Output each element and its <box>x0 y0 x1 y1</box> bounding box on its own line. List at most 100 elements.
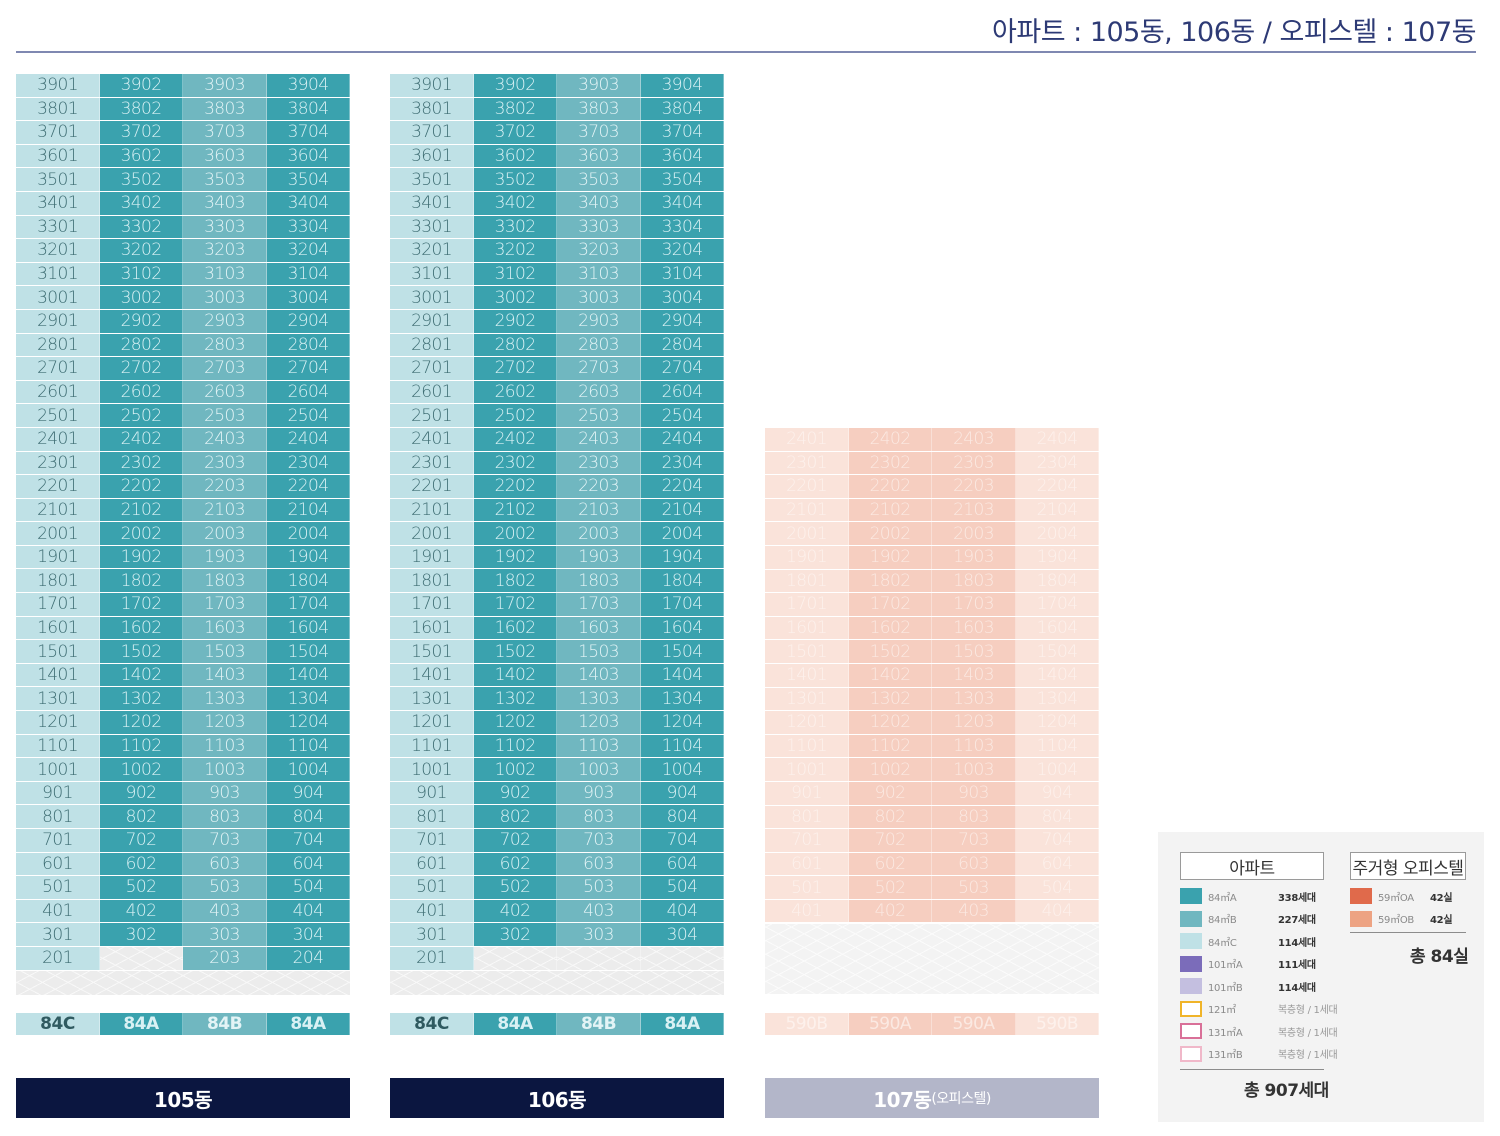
legend-swatch <box>1180 888 1202 904</box>
floor-row: 1301 1302 1303 1304 <box>390 687 724 712</box>
unit-cell: 402 <box>474 899 557 923</box>
unit-cell: 3501 <box>16 168 100 191</box>
unit-type-label: 84A <box>267 1013 350 1035</box>
floor-row: 2001 2002 2003 2004 <box>765 522 1099 546</box>
unit-cell: 804 <box>1016 805 1099 829</box>
unit-cell: 1804 <box>641 569 724 593</box>
floor-row: 801 802 803 804 <box>390 805 724 829</box>
unit-cell: 1303 <box>557 687 641 711</box>
floor-row: 2501 2502 2503 2504 <box>16 404 350 428</box>
floor-row: 2001 2002 2003 2004 <box>390 522 724 546</box>
unit-cell: 3201 <box>16 239 100 262</box>
unit-cell: 1204 <box>267 711 350 734</box>
unit-type-label: 84A <box>100 1013 183 1035</box>
floor-row: 3801 3802 3803 3804 <box>16 97 350 122</box>
unit-cell: 3102 <box>100 262 183 286</box>
unit-cell: 1201 <box>765 711 849 734</box>
unit-cell: 1804 <box>267 569 350 593</box>
unit-cell: 2301 <box>16 451 100 475</box>
legend-swatch <box>1180 1023 1202 1039</box>
floor-row: 3001 3002 3003 3004 <box>390 286 724 310</box>
unit-cell: 1503 <box>557 640 641 663</box>
unit-cell: 2604 <box>267 380 350 404</box>
unit-cell: 2304 <box>1016 451 1099 475</box>
unit-cell: 2301 <box>765 451 849 475</box>
floor-row: 501 502 503 504 <box>765 876 1099 900</box>
unit-cell: 1304 <box>267 687 350 711</box>
unit-cell: 2902 <box>474 309 557 333</box>
floor-row: 2201 2202 2203 2204 <box>390 475 724 499</box>
unit-grid-106: 3901 3902 3903 3904 3801 3802 3803 3804 3701 3702… <box>390 74 724 995</box>
unit-cell: 1102 <box>100 734 183 758</box>
building-label-106: 106동 <box>390 1078 724 1118</box>
unit-cell: 601 <box>390 852 474 876</box>
unit-cell: 1604 <box>267 616 350 640</box>
unit-cell: 2701 <box>390 357 474 380</box>
building-label-107-sub: (오피스텔) <box>931 1091 991 1107</box>
floor-row: 3501 3502 3503 3504 <box>390 168 724 192</box>
legend-item: 84㎡B 227세대 <box>1180 910 1316 927</box>
floor-row: 2701 2702 2703 2704 <box>16 357 350 381</box>
unit-cell: 601 <box>765 852 849 876</box>
legend-item: 101㎡A 111세대 <box>1180 955 1316 972</box>
unit-cell: 2004 <box>641 522 724 545</box>
unit-cell: 703 <box>183 829 267 852</box>
unit-cell: 702 <box>474 829 557 852</box>
unit-cell: 2203 <box>557 475 641 498</box>
legend-swatch <box>1180 1000 1202 1017</box>
unit-cell: 803 <box>183 805 267 828</box>
unit-cell: 1801 <box>16 569 100 593</box>
unit-cell: 1302 <box>100 687 183 711</box>
unit-cell: 2101 <box>390 498 474 522</box>
floor-row: 1201 1202 1203 1204 <box>765 711 1099 735</box>
unit-cell: 2101 <box>765 498 849 522</box>
header-divider <box>16 51 1476 53</box>
unit-cell: 3402 <box>474 191 557 215</box>
legend-item: 59㎡OB 42실 <box>1350 910 1453 927</box>
floor-row: 1501 1502 1503 1504 <box>390 640 724 664</box>
legend-label: 84㎡C <box>1208 937 1237 949</box>
unit-cell: 3402 <box>100 191 183 215</box>
unit-cell: 1502 <box>474 640 557 663</box>
unit-cell: 1403 <box>183 663 267 687</box>
unit-cell: 3104 <box>641 262 724 286</box>
legend-swatch <box>1180 955 1202 972</box>
unit-cell: 2403 <box>557 427 641 451</box>
unit-cell: 401 <box>16 899 100 923</box>
floor-row: 601 602 603 604 <box>16 852 350 877</box>
unit-cell: 3101 <box>16 262 100 286</box>
unit-cell: 2203 <box>183 475 267 498</box>
unit-cell: 2403 <box>183 427 267 451</box>
floor-row: 301 302 303 304 <box>16 923 350 947</box>
unit-cell: 2104 <box>1016 498 1099 522</box>
legend-item: 131㎡A 복층형 / 1세대 <box>1180 1023 1338 1039</box>
unit-cell: 1903 <box>183 545 267 569</box>
unit-cell: 2102 <box>100 498 183 522</box>
unit-cell: 3301 <box>390 215 474 239</box>
floor-row: 2101 2102 2103 2104 <box>16 498 350 523</box>
legend-swatch <box>1350 910 1372 927</box>
unit-cell: 3704 <box>641 121 724 144</box>
unit-cell: 803 <box>557 805 641 828</box>
unit-cell: 1603 <box>557 616 641 640</box>
floor-row: 701 702 703 704 <box>16 829 350 853</box>
unit-cell: 1504 <box>1016 640 1099 663</box>
legend-apt-rule <box>1180 1069 1324 1070</box>
unit-cell: 3002 <box>100 286 183 309</box>
unit-cell: 2302 <box>474 451 557 475</box>
unit-cell: 1403 <box>557 663 641 687</box>
unit-cell: 1202 <box>100 711 183 734</box>
unit-cell: 902 <box>849 781 932 805</box>
unit-cell: 2404 <box>641 427 724 451</box>
unit-cell: 1802 <box>849 569 932 593</box>
floor-row: 701 702 703 704 <box>765 829 1099 853</box>
unit-cell: 3703 <box>183 121 267 144</box>
building-107: 2401 2402 2403 2404 2301 2302 2303 2304 2201 2202… <box>765 428 1099 1035</box>
unit-cell: 1802 <box>474 569 557 593</box>
unit-cell: 902 <box>474 781 557 805</box>
unit-cell: 1702 <box>100 593 183 616</box>
unit-cell: 303 <box>183 923 267 946</box>
unit-grid-105: 3901 3902 3903 3904 3801 3802 3803 3804 3701 3702… <box>16 74 350 995</box>
unit-cell: 1202 <box>849 711 932 734</box>
unit-empty <box>641 946 724 970</box>
